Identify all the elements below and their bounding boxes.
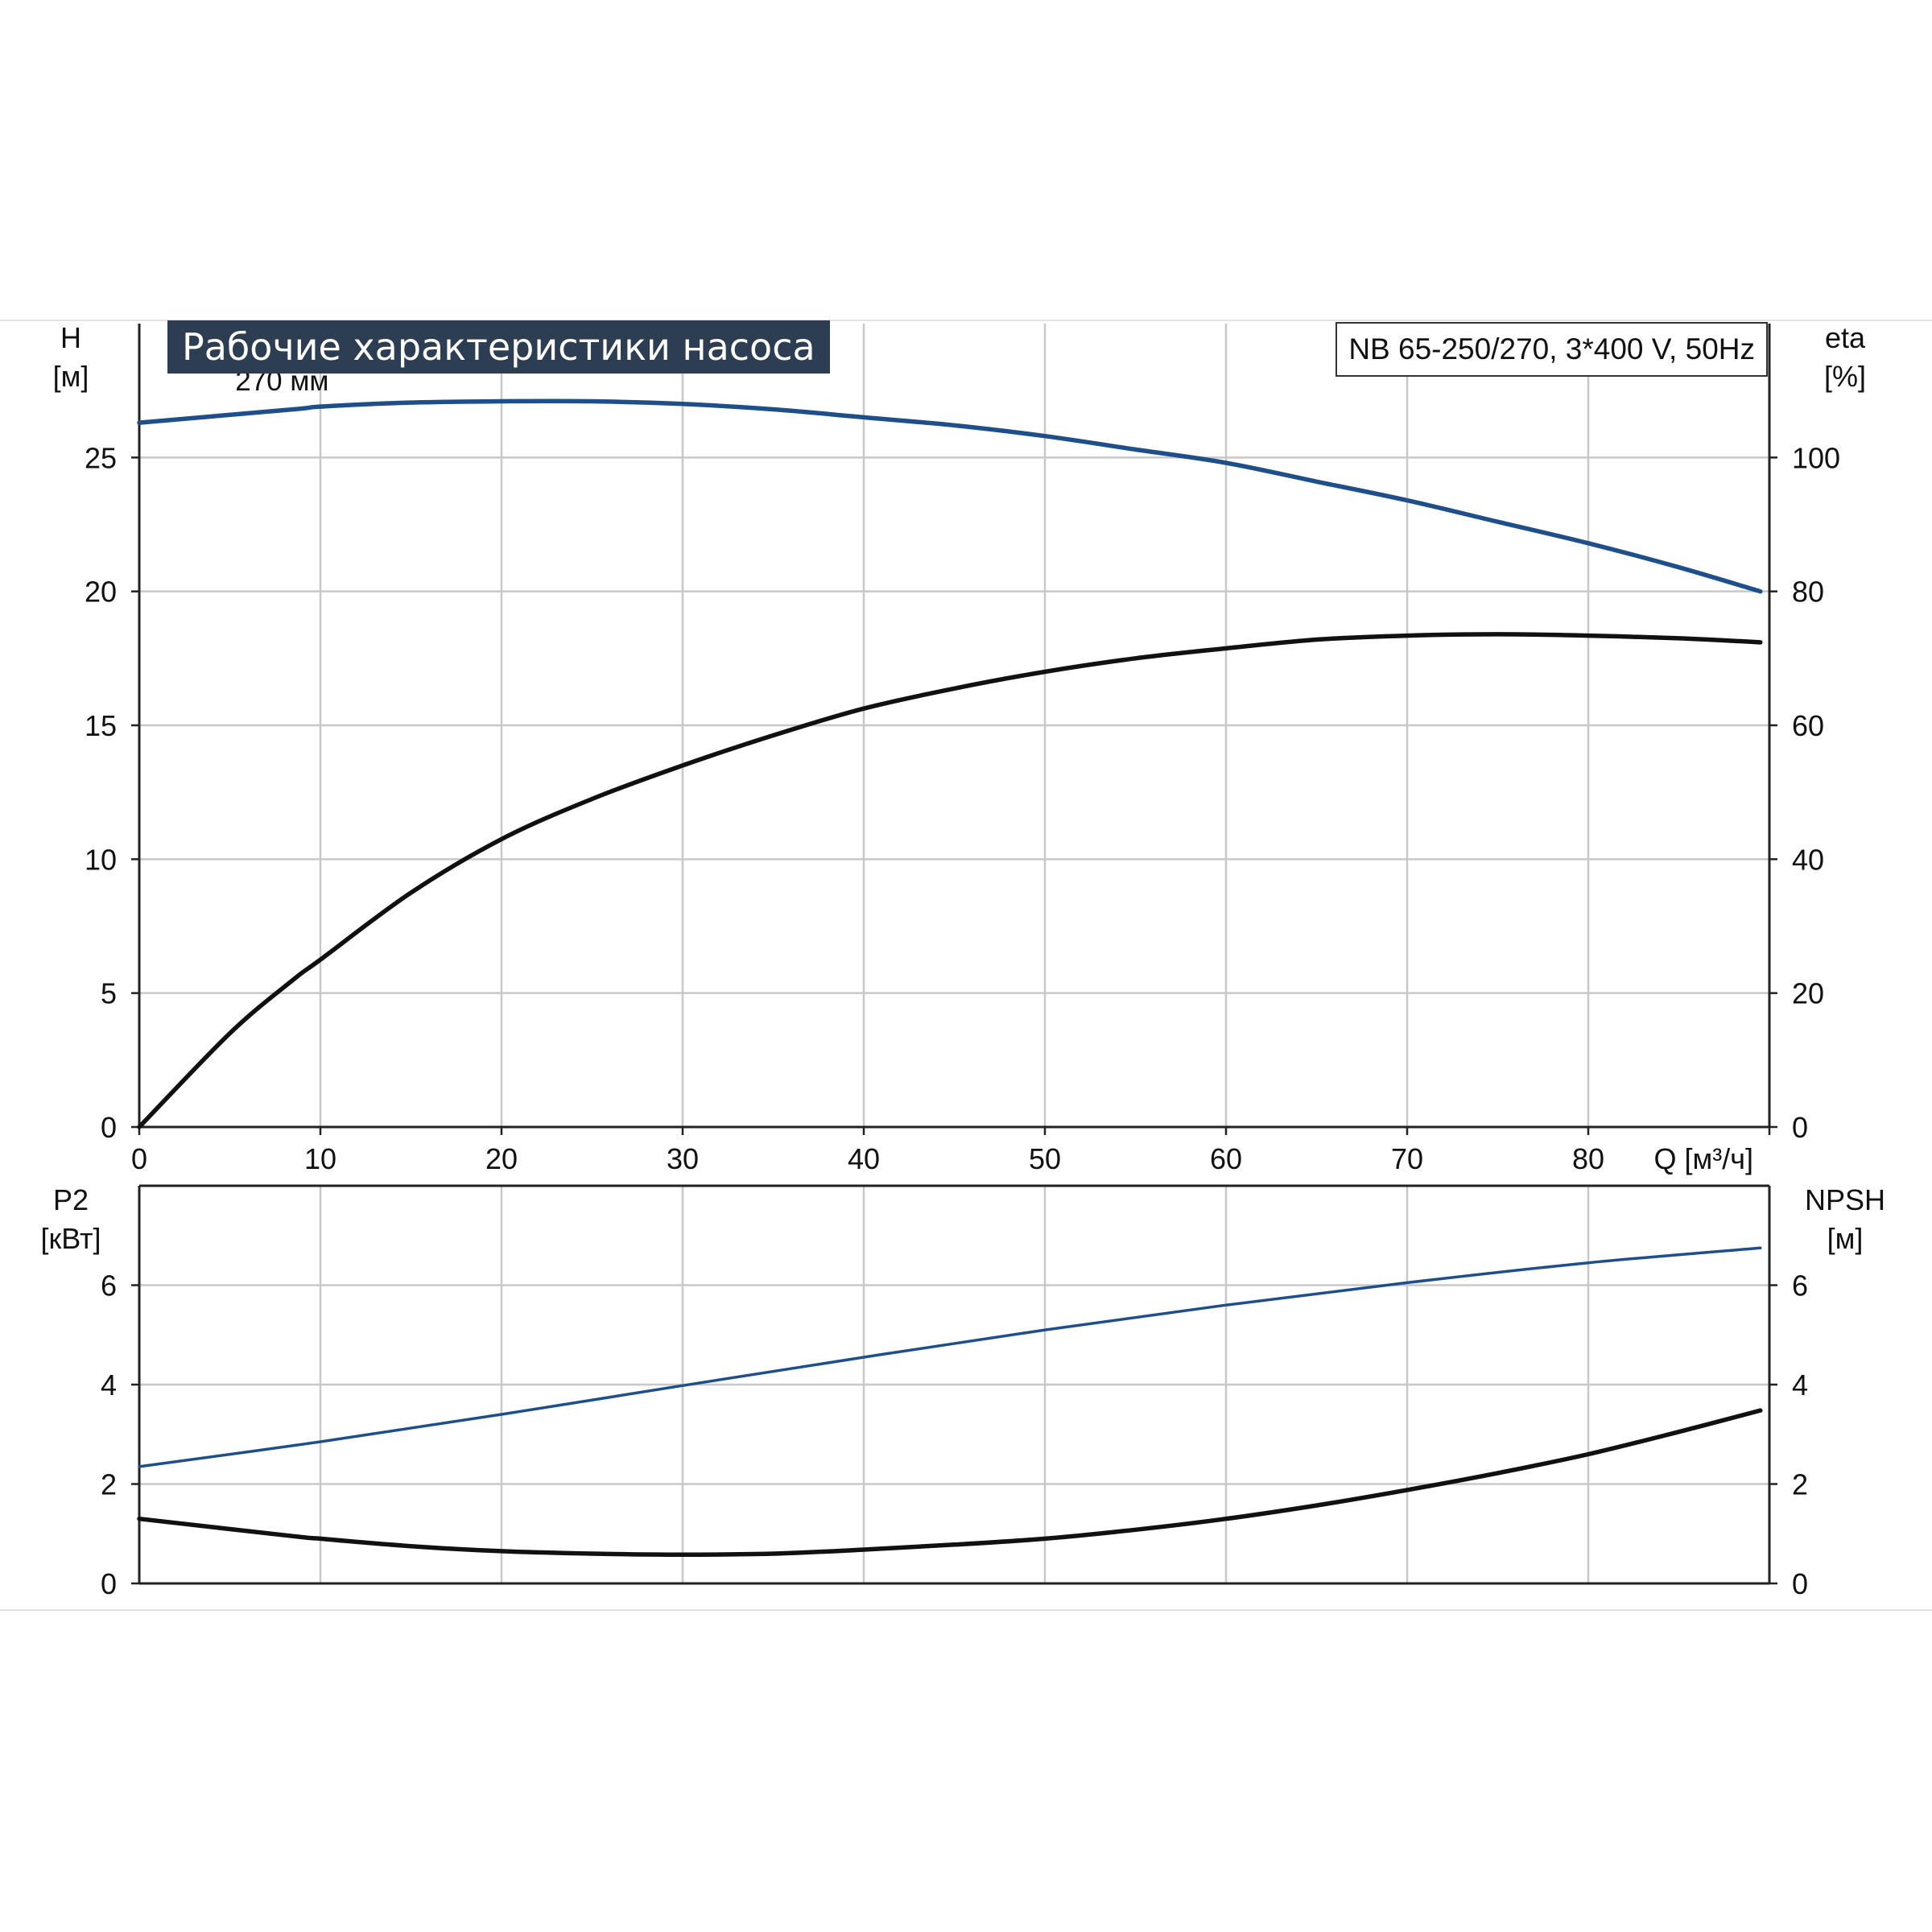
y-right-axis-unit: [м]: [1827, 1222, 1864, 1255]
curve-p2: [138, 1246, 1762, 1468]
y-right-tick-label: 0: [1792, 1111, 1808, 1144]
x-tick-label: 40: [848, 1142, 880, 1175]
y-left-axis-unit: [кВт]: [40, 1222, 101, 1255]
y-right-tick-label: 0: [1792, 1567, 1808, 1600]
y-left-axis-title: H: [60, 321, 81, 354]
x-tick-label: 80: [1572, 1142, 1604, 1175]
y-right-tick-label: 60: [1792, 709, 1824, 742]
x-axis-label: Q [м³/ч]: [1653, 1142, 1753, 1175]
y-right-tick-label: 80: [1792, 576, 1824, 609]
y-left-tick-label: 20: [85, 576, 117, 609]
curve-head: [137, 398, 1763, 594]
chart-title: Рабочие характеристики насоса: [167, 320, 830, 374]
x-tick-label: 70: [1391, 1142, 1423, 1175]
y-right-axis-title: eta: [1825, 321, 1866, 354]
x-tick-label: 0: [131, 1142, 147, 1175]
y-left-tick-label: 2: [101, 1468, 117, 1501]
y-right-axis-title: NPSH: [1805, 1183, 1885, 1216]
y-left-tick-label: 25: [85, 441, 117, 474]
y-left-tick-label: 15: [85, 709, 117, 742]
y-right-tick-label: 20: [1792, 977, 1824, 1010]
y-left-tick-label: 4: [101, 1368, 117, 1402]
model-label: NB 65-250/270, 3*400 V, 50Hz: [1335, 322, 1768, 377]
y-left-tick-label: 0: [101, 1111, 117, 1144]
y-left-tick-label: 0: [101, 1567, 117, 1600]
y-left-axis-unit: [м]: [53, 360, 89, 393]
y-left-tick-label: 10: [85, 843, 117, 876]
curve-npsh: [137, 1408, 1763, 1557]
y-right-tick-label: 4: [1792, 1368, 1808, 1402]
y-right-tick-label: 40: [1792, 843, 1824, 876]
y-left-axis-title: P2: [53, 1183, 89, 1216]
y-right-tick-label: 6: [1792, 1269, 1808, 1302]
x-tick-label: 50: [1029, 1142, 1061, 1175]
x-tick-label: 60: [1210, 1142, 1242, 1175]
y-right-tick-label: 100: [1792, 441, 1840, 474]
curve-eta: [137, 632, 1763, 1129]
x-tick-label: 30: [667, 1142, 699, 1175]
y-left-tick-label: 5: [101, 977, 117, 1010]
y-right-axis-unit: [%]: [1824, 360, 1866, 393]
y-right-tick-label: 2: [1792, 1468, 1808, 1501]
x-tick-label: 20: [485, 1142, 518, 1175]
x-tick-label: 10: [304, 1142, 336, 1175]
y-left-tick-label: 6: [101, 1269, 117, 1302]
